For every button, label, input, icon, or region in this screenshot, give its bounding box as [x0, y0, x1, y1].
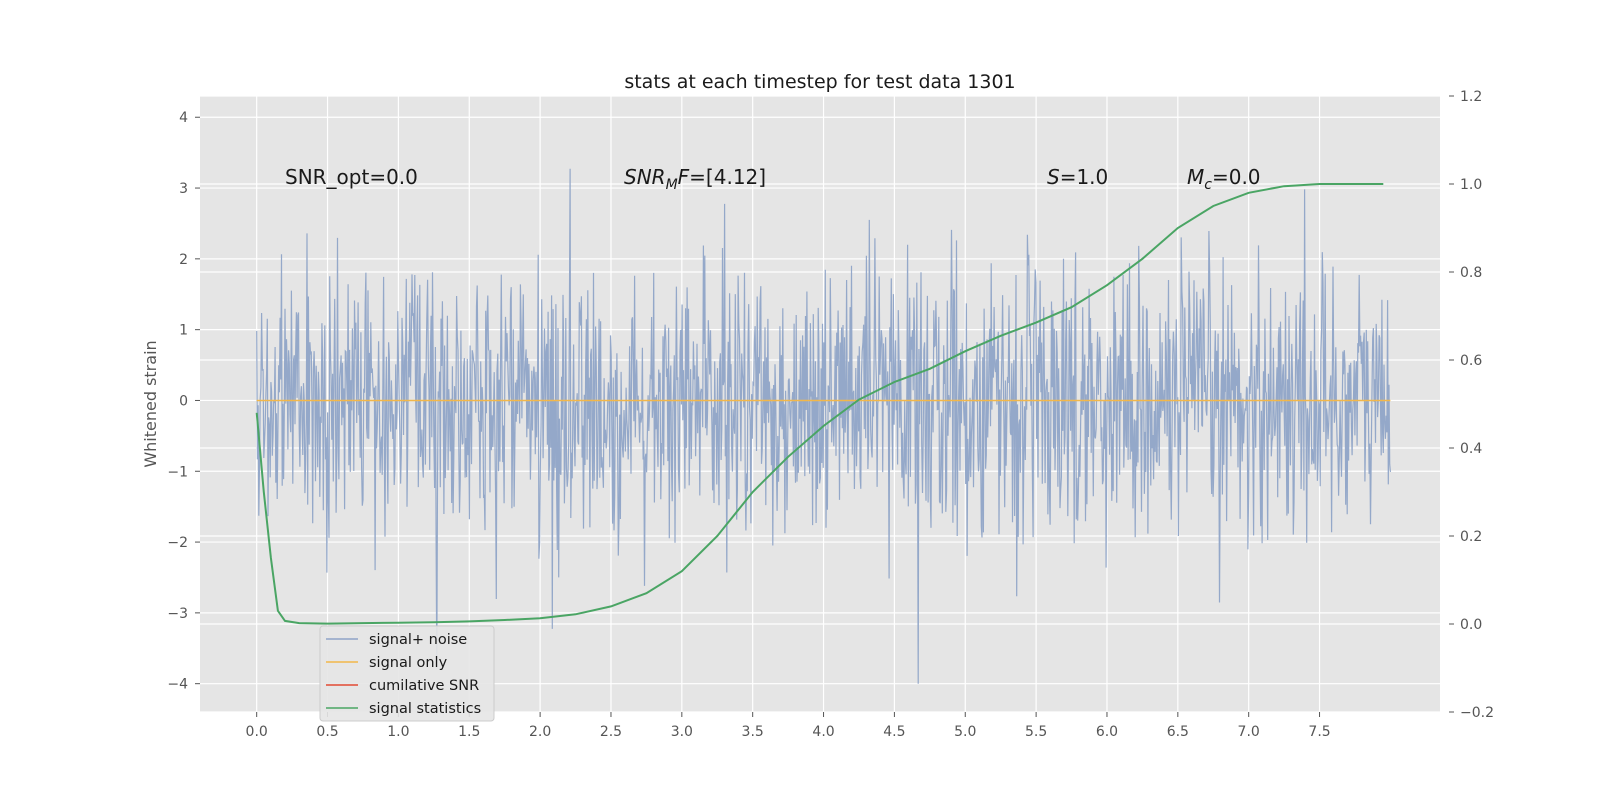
x-tick-label-9: 4.5	[883, 724, 905, 740]
y-tick-label-2: −2	[167, 535, 188, 551]
y-tick-label-6: 2	[179, 252, 188, 268]
x-tick-label-0: 0.0	[246, 724, 268, 740]
signal-statistics-line	[255, 183, 1384, 625]
annotation-snr-opt: SNR_opt=0.0	[285, 165, 418, 189]
x-tick-label-15: 7.5	[1308, 724, 1330, 740]
x-tick-label-14: 7.0	[1238, 724, 1260, 740]
y2-tick-label-5: 0.8	[1460, 265, 1482, 281]
annotation-s: S=1.0	[1047, 165, 1108, 189]
y2-tick-label-7: 1.2	[1460, 89, 1482, 105]
legend-label-signal-noise: signal+ noise	[369, 632, 467, 648]
x-tick-label-2: 1.0	[387, 724, 409, 740]
x-tick-label-1: 0.5	[316, 724, 338, 740]
y2-tick-label-4: 0.6	[1460, 353, 1482, 369]
x-tick-label-7: 3.5	[742, 724, 764, 740]
y-tick-label-8: 4	[179, 110, 188, 126]
y-axis-label: Whitened strain	[141, 340, 160, 467]
annotation-mc: Mc=0.0	[1187, 165, 1261, 193]
y-axis-left: −4 −3 −2 −1 0 1 2 3 4	[167, 110, 200, 693]
series-signal-noise	[256, 168, 1391, 684]
y2-tick-label-3: 0.4	[1460, 441, 1482, 457]
x-axis: 0.0 0.5 1.0 1.5 2.0 2.5 3.0 3.5 4.0 4.5 5.0 5.5 6.0 6…	[246, 712, 1331, 740]
legend-box	[319, 625, 495, 722]
x-tick-label-12: 6.0	[1096, 724, 1118, 740]
y-axis-right: −0.2 0.0 0.2 0.4 0.6 0.8 1.0 1.2	[1449, 89, 1494, 721]
y-tick-label-4: 0	[179, 393, 188, 409]
x-tick-label-6: 3.0	[671, 724, 693, 740]
y-tick-label-5: 1	[179, 323, 188, 339]
legend-label-signal-statistics: signal statistics	[369, 701, 481, 717]
y2-tick-label-0: −0.2	[1460, 705, 1494, 721]
legend: signal+ noise signal only cumilative SNR…	[319, 625, 495, 722]
x-tick-label-11: 5.5	[1025, 724, 1047, 740]
x-tick-label-4: 2.0	[529, 724, 551, 740]
y2-tick-label-6: 1.0	[1460, 177, 1482, 193]
x-tick-label-13: 6.5	[1167, 724, 1189, 740]
signal-noise-line	[256, 168, 1391, 684]
annotation-snr-mf: SNRMF=[4.12]	[624, 165, 766, 193]
series-signal-statistics	[255, 183, 1384, 625]
legend-label-cumulative-snr: cumilative SNR	[369, 678, 479, 694]
y-tick-label-0: −4	[167, 677, 188, 693]
y-tick-label-7: 3	[179, 181, 188, 197]
y2-tick-label-1: 0.0	[1460, 617, 1482, 633]
x-tick-label-10: 5.0	[954, 724, 976, 740]
legend-label-signal-only: signal only	[369, 655, 448, 671]
x-tick-label-5: 2.5	[600, 724, 622, 740]
chart-title: stats at each timestep for test data 130…	[624, 71, 1015, 93]
y2-tick-label-2: 0.2	[1460, 529, 1482, 545]
x-tick-label-8: 4.0	[812, 724, 834, 740]
y-tick-label-1: −3	[167, 606, 188, 622]
y-tick-label-3: −1	[167, 464, 188, 480]
x-tick-label-3: 1.5	[458, 724, 480, 740]
